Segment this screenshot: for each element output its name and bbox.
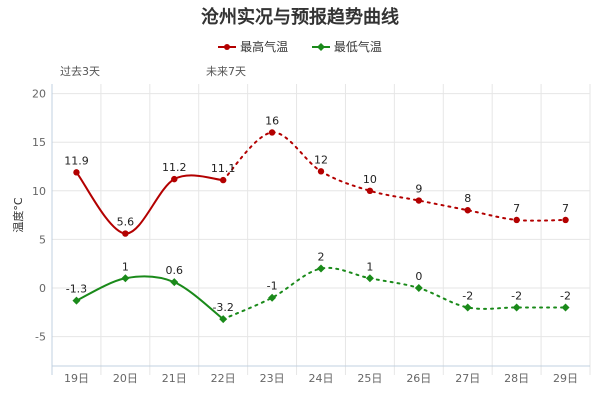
x-tick-label: 23日 — [260, 372, 285, 385]
x-tick-label: 25日 — [357, 372, 382, 385]
data-label: 11.1 — [211, 162, 236, 175]
data-point-low[interactable] — [317, 264, 325, 273]
legend-item-high[interactable]: 最高气温 — [218, 38, 288, 55]
data-label: -2 — [511, 289, 522, 302]
data-point-low[interactable] — [121, 274, 130, 283]
period-label-past: 过去3天 — [60, 65, 100, 78]
data-point-high[interactable] — [562, 216, 569, 224]
data-label: 5.6 — [117, 216, 135, 229]
data-point-low[interactable] — [414, 284, 423, 292]
data-label: -1 — [267, 280, 278, 293]
data-label: 1 — [122, 260, 129, 273]
data-label: 2 — [318, 251, 325, 264]
data-point-high[interactable] — [415, 197, 423, 204]
data-point-low[interactable] — [463, 303, 472, 312]
data-point-high[interactable] — [513, 216, 520, 224]
data-point-high[interactable] — [366, 187, 374, 194]
x-tick-label: 24日 — [309, 372, 334, 385]
series-line-forecast — [222, 266, 567, 321]
data-label: 12 — [314, 153, 328, 166]
data-label: 0.6 — [166, 264, 184, 277]
data-point-low[interactable] — [72, 296, 81, 305]
data-point-low[interactable] — [365, 274, 374, 283]
data-label: 10 — [363, 173, 377, 186]
data-point-high[interactable] — [219, 176, 227, 184]
data-point-high[interactable] — [464, 207, 471, 214]
data-point-high[interactable] — [73, 169, 80, 176]
data-point-low[interactable] — [170, 278, 179, 287]
data-point-high[interactable] — [317, 168, 325, 175]
data-point-high[interactable] — [122, 230, 129, 237]
legend-label-high: 最高气温 — [240, 40, 289, 54]
series-line-observed — [76, 275, 224, 320]
y-tick-label: 0 — [39, 282, 46, 295]
data-label: 7 — [562, 202, 569, 215]
legend-marker-low-icon — [311, 42, 330, 51]
x-tick-label: 22日 — [211, 372, 236, 385]
data-label: -2 — [462, 289, 473, 302]
x-tick-label: 26日 — [406, 372, 431, 385]
x-tick-label: 19日 — [64, 372, 89, 385]
x-tick-label: 29日 — [553, 372, 578, 385]
x-tick-label: 20日 — [113, 372, 138, 385]
data-point-high[interactable] — [268, 129, 276, 136]
y-tick-label: -5 — [35, 331, 46, 344]
x-tick-label: 28日 — [504, 372, 529, 385]
legend-label-low: 最低气温 — [333, 40, 382, 54]
data-label: -3.2 — [212, 301, 233, 314]
data-label: 9 — [415, 183, 422, 196]
y-tick-label: 10 — [32, 185, 46, 198]
data-label: 11.9 — [64, 154, 89, 167]
data-point-low[interactable] — [561, 303, 570, 312]
legend: 最高气温 最低气温 — [0, 38, 600, 56]
period-label-future: 未来7天 — [206, 65, 246, 78]
data-label: -1.3 — [66, 283, 87, 296]
y-axis-label: 温度°C — [11, 197, 25, 232]
series-layer — [72, 129, 570, 324]
data-label: 1 — [366, 260, 373, 273]
data-label: 0 — [415, 270, 422, 283]
data-label: -2 — [560, 289, 571, 302]
y-tick-label: 20 — [32, 88, 46, 101]
legend-item-low[interactable]: 最低气温 — [311, 38, 382, 55]
data-point-low[interactable] — [512, 303, 521, 312]
data-point-low[interactable] — [219, 315, 228, 324]
data-label: 16 — [265, 114, 279, 127]
y-tick-label: 5 — [39, 233, 46, 246]
x-tick-label: 21日 — [162, 372, 187, 385]
x-tick-label: 27日 — [455, 372, 480, 385]
data-label: 8 — [464, 192, 471, 205]
data-label: 11.2 — [162, 161, 187, 174]
data-point-high[interactable] — [171, 175, 178, 183]
y-tick-label: 15 — [32, 136, 46, 149]
data-label: 7 — [513, 202, 520, 215]
chart-title: 沧州实况与预报趋势曲线 — [201, 7, 399, 28]
grid-layer — [51, 84, 591, 375]
data-point-low[interactable] — [268, 293, 277, 302]
series-line-observed — [75, 171, 224, 235]
legend-marker-high-icon — [218, 43, 237, 50]
